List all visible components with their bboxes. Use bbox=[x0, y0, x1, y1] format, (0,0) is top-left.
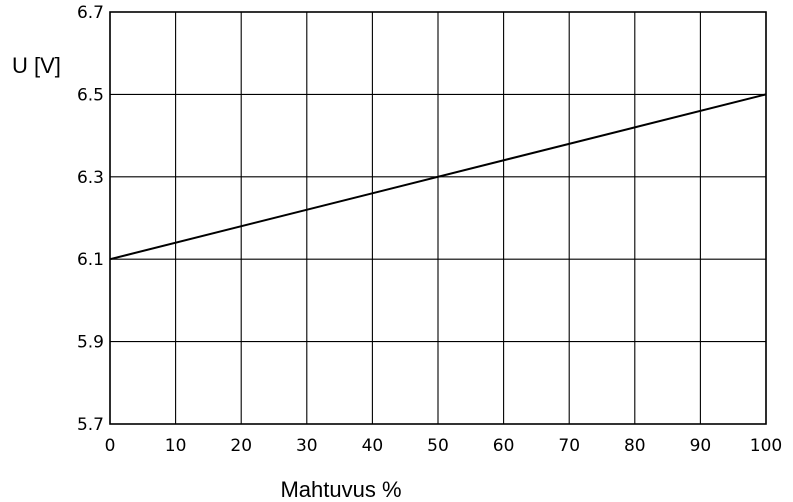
y-tick-labels: 5.7 5.9 6.1 6.3 6.5 6.7 bbox=[77, 3, 104, 435]
y-tick-label: 5.9 bbox=[77, 333, 104, 353]
series-layer bbox=[109, 93, 767, 261]
y-tick-label: 6.5 bbox=[77, 85, 104, 105]
plot-frame bbox=[109, 11, 767, 425]
grid bbox=[109, 11, 767, 425]
y-tick-label: 5.7 bbox=[77, 415, 104, 435]
x-tick-label: 0 bbox=[105, 436, 116, 456]
x-tick-label: 100 bbox=[750, 436, 782, 456]
y-tick-label: 6.7 bbox=[77, 3, 104, 23]
y-tick-label: 6.3 bbox=[77, 168, 104, 188]
x-tick-label: 50 bbox=[427, 436, 449, 456]
x-tick-labels: 0 10 20 30 40 50 60 70 80 90 100 bbox=[105, 436, 783, 456]
series-line bbox=[109, 93, 767, 261]
x-axis-label: Mahtuvus % bbox=[280, 477, 401, 502]
x-tick-label: 70 bbox=[558, 436, 580, 456]
x-tick-label: 40 bbox=[362, 436, 384, 456]
x-tick-label: 10 bbox=[165, 436, 187, 456]
x-tick-label: 80 bbox=[624, 436, 646, 456]
x-tick-label: 90 bbox=[690, 436, 712, 456]
x-tick-label: 30 bbox=[296, 436, 318, 456]
x-tick-label: 60 bbox=[493, 436, 515, 456]
x-tick-label: 20 bbox=[230, 436, 252, 456]
y-axis-label: U [V] bbox=[12, 53, 61, 78]
y-tick-label: 6.1 bbox=[77, 250, 104, 270]
